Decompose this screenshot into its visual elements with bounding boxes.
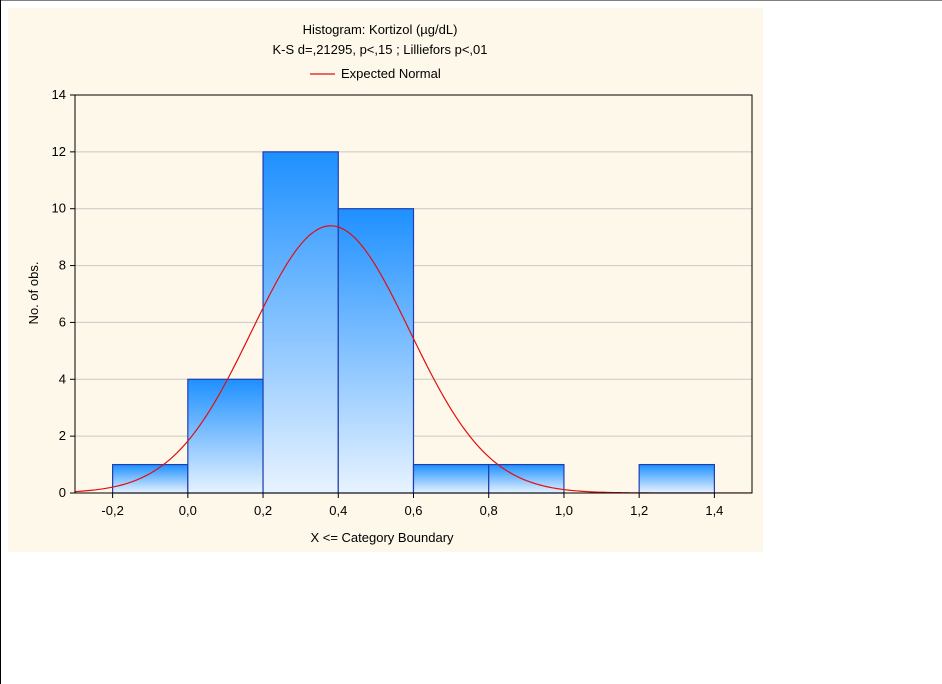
x-tick-label: 0,0 [179,503,197,518]
x-tick-label: -0,2 [101,503,123,518]
histogram-bar [262,151,339,494]
histogram-chart: Histogram: Kortizol (µg/dL) K-S d=,21295… [26,22,753,545]
y-tick-label: 12 [52,144,66,159]
histogram-bar [638,463,715,494]
x-tick-label: 0,4 [329,503,347,518]
y-tick-label: 14 [52,87,66,102]
y-tick-label: 4 [59,371,66,386]
x-tick-label: 1,4 [705,503,723,518]
x-axis-label: X <= Category Boundary [310,530,454,545]
legend: Expected Normal [310,66,441,81]
y-tick-label: 0 [59,485,66,500]
x-tick-label: 0,2 [254,503,272,518]
chart-panel: Histogram: Kortizol (µg/dL) K-S d=,21295… [8,8,763,552]
y-tick-label: 6 [59,314,66,329]
histogram-bar [112,463,189,494]
y-axis-label: No. of obs. [26,262,41,325]
chart-title: Histogram: Kortizol (µg/dL) [303,22,458,37]
bars-layer [112,151,715,494]
histogram-bar [337,208,415,494]
x-tick-label: 0,8 [480,503,498,518]
x-tick-label: 0,6 [404,503,422,518]
axis-layer: 0 2 4 6 8 10 12 14 -0,2 0,0 0,2 0,4 0,6 0,8 1,0 1,2 1,4 [52,87,724,518]
x-tick-label: 1,0 [555,503,573,518]
histogram-bar [187,378,264,494]
y-tick-label: 8 [59,258,66,273]
legend-label-expected-normal: Expected Normal [341,66,441,81]
x-tick-label: 1,2 [630,503,648,518]
histogram-bar [488,463,565,494]
histogram-bar [412,463,490,494]
y-tick-label: 2 [59,428,66,443]
chart-subtitle: K-S d=,21295, p<,15 ; Lilliefors p<,01 [272,42,487,57]
y-tick-label: 10 [52,201,66,216]
